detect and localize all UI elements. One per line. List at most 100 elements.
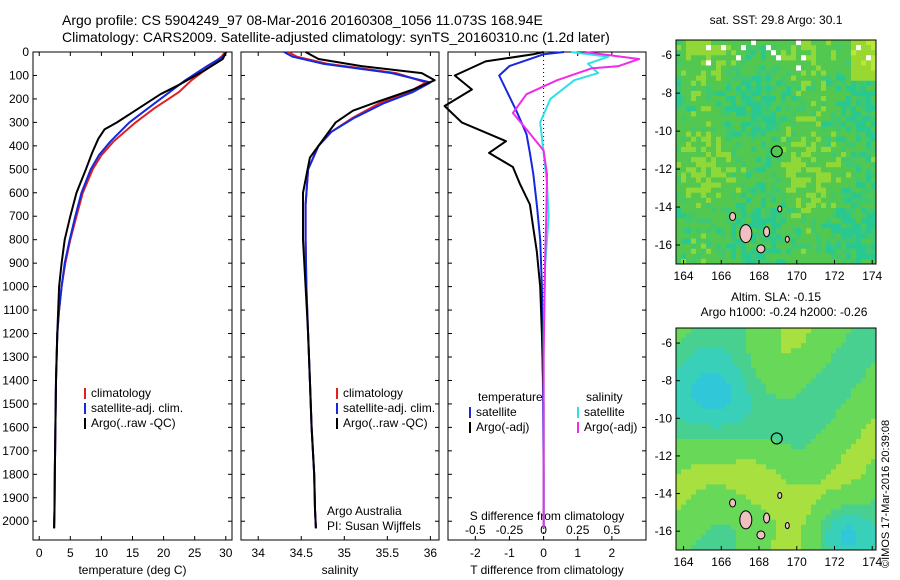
depth-tick-label: 100 [9, 68, 29, 82]
panel-frame-3 [447, 51, 647, 541]
island-shape [756, 530, 766, 540]
x-axis-label: T difference from climatology [470, 563, 624, 577]
x-tick-label: 34 [252, 546, 266, 560]
series-line-argorawqc [302, 51, 436, 529]
x-tick-label: 25 [188, 546, 202, 560]
map-field-2 [676, 328, 877, 551]
map-title: sat. SST: 29.8 Argo: 30.1 [710, 13, 843, 27]
map-x-tick-label: 168 [749, 555, 769, 569]
secondary-tick-label: -0.5 [465, 523, 486, 537]
island-shape [763, 226, 771, 238]
secondary-tick-label: 0 [540, 523, 547, 537]
x-axis-label: salinity [322, 563, 359, 577]
legend-label: salinity [586, 390, 623, 404]
map-y-tick-label: -10 [655, 411, 673, 425]
depth-tick-label: 300 [9, 115, 29, 129]
secondary-tick-label: 0.5 [604, 523, 621, 537]
argo-position-marker [770, 432, 783, 445]
x-tick-label: 34.5 [290, 546, 314, 560]
map-y-tick-label: -12 [655, 162, 673, 176]
depth-tick-label: 2000 [2, 514, 29, 528]
island-shape [756, 244, 766, 254]
map-y-tick-label: -14 [655, 200, 673, 214]
secondary-axis-label: S difference from climatology [470, 509, 625, 523]
x-tick-label: 35 [338, 546, 352, 560]
map-x-tick-label: 174 [862, 555, 882, 569]
map-x-tick-label: 172 [824, 269, 844, 283]
series-line-argoadj [511, 51, 641, 529]
series-line-argorawqc [53, 51, 227, 529]
island-shape [763, 512, 771, 524]
depth-tick-label: 600 [9, 186, 29, 200]
secondary-tick-label: 0.25 [566, 523, 590, 537]
depth-tick-label: 900 [9, 256, 29, 270]
map-x-tick-label: 164 [674, 555, 694, 569]
x-tick-label: 20 [157, 546, 171, 560]
map-x-tick-label: 170 [787, 269, 807, 283]
x-tick-label: -1 [504, 546, 515, 560]
depth-tick-label: 700 [9, 209, 29, 223]
map-title: Altim. SLA: -0.15 [731, 290, 821, 304]
depth-tick-label: 1900 [2, 491, 29, 505]
figure-title-line1: Argo profile: CS 5904249_97 08-Mar-2016 … [62, 12, 543, 28]
island-shape [729, 498, 737, 508]
map-x-tick-label: 166 [711, 269, 731, 283]
legend-label: satellite-adj. clim. [343, 401, 435, 415]
map-frame [675, 327, 877, 551]
island-shape [739, 510, 753, 530]
depth-tick-label: 400 [9, 139, 29, 153]
map-y-tick-label: -12 [655, 449, 673, 463]
figure-title-line2: Climatology: CARS2009. Satellite-adjuste… [62, 29, 610, 45]
map-frame [675, 39, 877, 265]
map-x-tick-label: 168 [749, 269, 769, 283]
depth-tick-label: 200 [9, 92, 29, 106]
map-x-tick-label: 174 [862, 269, 882, 283]
map-x-tick-label: 172 [824, 555, 844, 569]
x-tick-label: 1 [574, 546, 581, 560]
map-y-tick-label: -10 [655, 124, 673, 138]
x-tick-label: 5 [67, 546, 74, 560]
series-line-argoadj [443, 51, 545, 529]
map-title: Argo h1000: -0.24 h2000: -0.26 [701, 305, 868, 319]
legend-label: satellite-adj. clim. [91, 401, 183, 415]
island-shape [784, 235, 790, 243]
legend-label: Argo(-adj) [476, 420, 529, 434]
map-y-tick-label: -6 [661, 336, 672, 350]
legend-label: climatology [343, 386, 403, 400]
panel-frame-1 [32, 51, 233, 541]
x-tick-label: 0 [36, 546, 43, 560]
x-tick-label: 0 [540, 546, 547, 560]
depth-tick-label: 500 [9, 162, 29, 176]
depth-tick-label: 1800 [2, 467, 29, 481]
depth-tick-label: 1500 [2, 397, 29, 411]
panel-frame-2 [240, 51, 440, 541]
map-y-tick-label: -16 [655, 524, 673, 538]
map-y-tick-label: -16 [655, 238, 673, 252]
legend-label: temperature [478, 390, 543, 404]
x-tick-label: 2 [609, 546, 616, 560]
legend-label: satellite [476, 405, 517, 419]
depth-tick-label: 1200 [2, 327, 29, 341]
x-axis-label: temperature (deg C) [78, 563, 186, 577]
x-tick-label: 35.5 [376, 546, 400, 560]
legend-label: Argo(..raw -QC) [91, 416, 176, 430]
depth-tick-label: 1100 [3, 303, 29, 317]
depth-tick-label: 1600 [2, 420, 29, 434]
x-tick-label: 10 [95, 546, 109, 560]
map-x-tick-label: 166 [711, 555, 731, 569]
island-shape [777, 205, 783, 213]
map-y-tick-label: -8 [661, 374, 672, 388]
depth-tick-label: 1400 [2, 373, 29, 387]
secondary-tick-label: -0.25 [496, 523, 524, 537]
depth-tick-label: 1300 [2, 350, 29, 364]
legend-label: climatology [91, 386, 151, 400]
map-y-tick-label: -8 [661, 86, 672, 100]
island-shape [729, 212, 737, 222]
island-shape [739, 224, 753, 244]
x-tick-label: 15 [126, 546, 140, 560]
island-shape [784, 522, 790, 530]
island-shape [777, 491, 783, 499]
map-field-1 [676, 40, 877, 265]
imos-timestamp: ©IMOS 17-Mar-2016 20:39:08 [880, 419, 892, 568]
x-tick-label: 36 [424, 546, 438, 560]
